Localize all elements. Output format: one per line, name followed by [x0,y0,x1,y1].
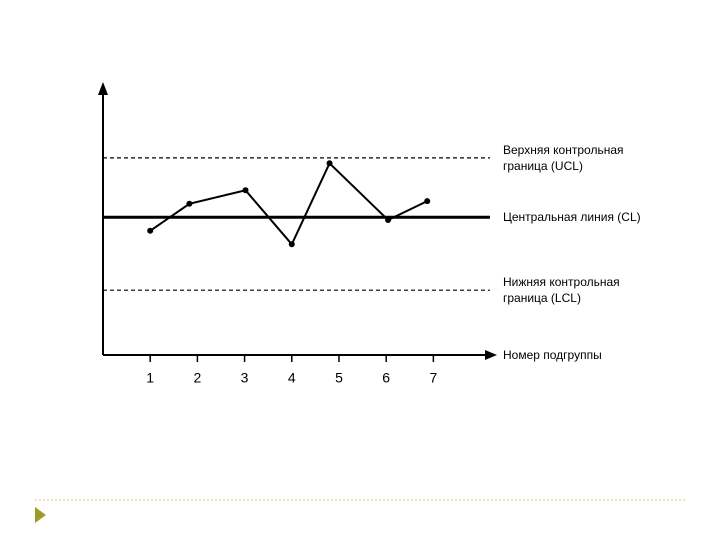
data-point [186,200,193,207]
x-axis-label: Номер подгруппы [503,348,602,362]
x-tick-label: 4 [288,369,296,385]
x-tick-label: 5 [335,369,343,385]
control-line-label: Верхняя контрольная граница (UCL) [503,142,624,173]
slide-bullet [35,507,46,523]
data-point [385,217,392,223]
data-point [424,198,431,205]
control-line-label: Центральная линия (CL) [503,210,641,225]
y-axis-arrow [98,82,108,95]
data-point [242,187,249,194]
data-point [288,241,295,248]
x-tick-label: 3 [241,369,249,385]
data-point [147,227,154,234]
control-line-label: Нижняя контрольная граница (LCL) [503,275,620,306]
x-tick-label: 6 [382,369,390,385]
data-point [326,160,333,167]
x-tick-label: 2 [193,369,201,385]
x-tick-label: 1 [146,369,154,385]
x-tick-label: 7 [429,369,437,385]
x-axis-arrow [485,350,497,360]
